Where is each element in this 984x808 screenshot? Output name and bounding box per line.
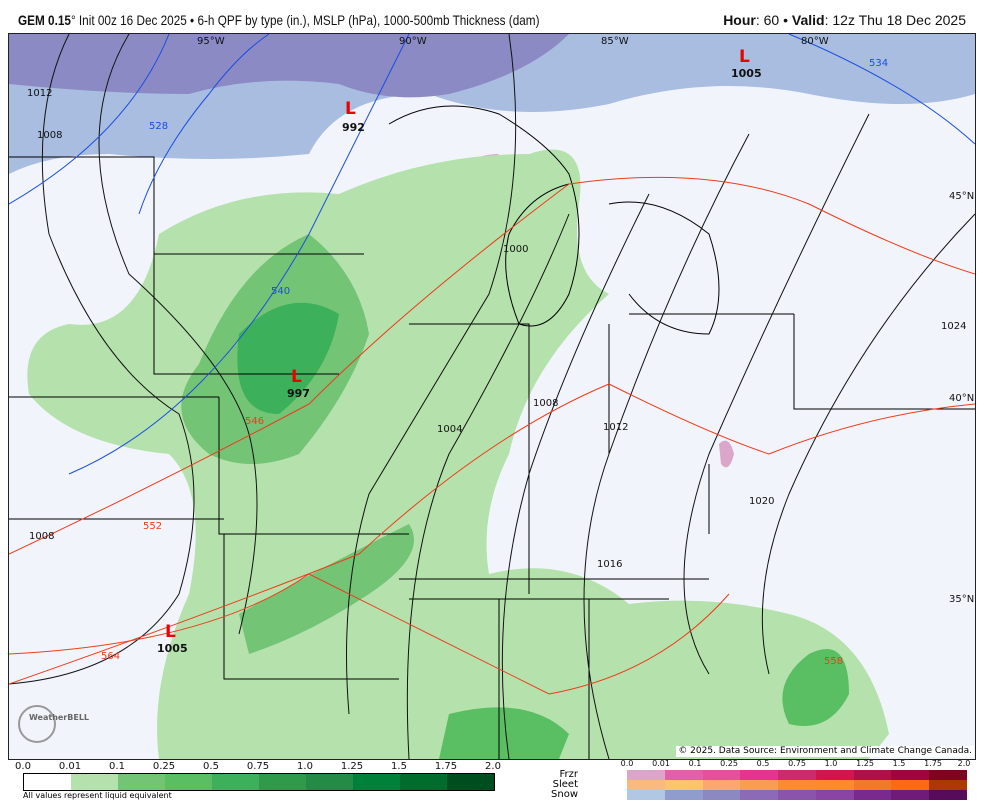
- ptype-color-swatch: [929, 780, 968, 790]
- ptype-color-swatch: [702, 770, 741, 780]
- rain-moderate: [239, 524, 414, 654]
- svg-text:558: 558: [824, 656, 843, 667]
- svg-text:534: 534: [869, 58, 888, 69]
- ptype-color-swatch: [815, 790, 854, 800]
- ptype-color-swatch: [702, 790, 741, 800]
- rain-heavy: [237, 302, 339, 414]
- ptype-color-swatch: [702, 780, 741, 790]
- svg-text:1012: 1012: [603, 422, 628, 433]
- low-symbol: L: [291, 367, 302, 387]
- svg-text:1020: 1020: [749, 496, 774, 507]
- ptype-color-swatch: [627, 790, 665, 800]
- svg-text:546: 546: [245, 416, 264, 427]
- state-borders: [9, 105, 975, 759]
- snow-colorbar: [627, 790, 968, 800]
- ptype-color-swatch: [778, 770, 816, 780]
- svg-text:WeatherBELL: WeatherBELL: [29, 713, 89, 722]
- low-pressure: 1005: [157, 642, 188, 655]
- rain-color-swatch: [259, 774, 306, 790]
- svg-text:1012: 1012: [27, 88, 52, 99]
- lat-label: 40°N: [949, 393, 974, 404]
- sleet-label: Sleet: [552, 779, 578, 790]
- heavy-snow-area: [9, 34, 569, 98]
- svg-text:564: 564: [101, 651, 120, 662]
- rain-colorbar: [23, 773, 495, 791]
- frzr-area: [719, 440, 734, 468]
- ptype-color-swatch: [891, 770, 930, 780]
- rain-color-swatch: [447, 774, 494, 790]
- rain-color-swatch: [306, 774, 353, 790]
- thickness-labels-red: 546 552 558 564: [101, 416, 843, 667]
- ptype-color-swatch: [929, 790, 968, 800]
- lon-label: 85°W: [601, 36, 629, 47]
- rain-color-swatch: [400, 774, 447, 790]
- svg-text:1004: 1004: [437, 424, 462, 435]
- sleet-colorbar: [627, 780, 968, 790]
- ptype-color-swatch: [929, 770, 968, 780]
- svg-text:540: 540: [271, 286, 290, 297]
- svg-text:552: 552: [143, 521, 162, 532]
- low-symbol: L: [165, 622, 176, 642]
- lat-label: 45°N: [949, 191, 974, 202]
- rain-color-swatch: [24, 774, 71, 790]
- lon-label: 80°W: [801, 36, 829, 47]
- ptype-color-swatch: [853, 790, 892, 800]
- lon-label: 90°W: [399, 36, 427, 47]
- low-pressure: 992: [342, 121, 365, 134]
- frzr-label: Frzr: [559, 769, 579, 780]
- ptype-color-swatch: [664, 790, 703, 800]
- ptype-color-swatch: [664, 770, 703, 780]
- ptype-color-swatch: [891, 790, 930, 800]
- ptype-color-swatch: [891, 780, 930, 790]
- map-title: GEM 0.15° Init 00z 16 Dec 2025 • 6-h QPF…: [18, 12, 540, 28]
- low-symbol: L: [345, 99, 356, 119]
- svg-text:1008: 1008: [37, 130, 62, 141]
- rain-color-swatch: [165, 774, 212, 790]
- svg-text:528: 528: [149, 121, 168, 132]
- low-symbol: L: [739, 47, 750, 67]
- ptype-color-swatch: [778, 790, 816, 800]
- thickness-552-564: [8, 176, 976, 695]
- ptype-color-swatch: [740, 790, 779, 800]
- ptype-color-swatch: [740, 770, 779, 780]
- isobar-labels: 1012 1008 1000 1004 1008 1012 1016 1020 1024…: [27, 88, 966, 570]
- lon-label: 95°W: [197, 36, 225, 47]
- rain-color-swatch: [212, 774, 259, 790]
- ptype-color-swatch: [815, 770, 854, 780]
- ptype-color-swatch: [853, 770, 892, 780]
- thickness-labels-blue: 534 528 540: [149, 58, 888, 297]
- ptype-color-swatch: [664, 780, 703, 790]
- rain-color-swatch: [353, 774, 400, 790]
- ptype-color-swatch: [853, 780, 892, 790]
- frzr-colorbar: [627, 770, 968, 780]
- svg-text:1000: 1000: [503, 244, 528, 255]
- svg-text:1016: 1016: [597, 559, 622, 570]
- svg-text:1008: 1008: [29, 531, 54, 542]
- rain-moderate: [439, 707, 569, 759]
- ptype-color-swatch: [815, 780, 854, 790]
- rain-color-swatch: [118, 774, 165, 790]
- svg-text:1024: 1024: [941, 321, 966, 332]
- rain-color-swatch: [71, 774, 118, 790]
- legend-note: All values represent liquid equivalent: [23, 791, 172, 800]
- low-pressure: 997: [287, 387, 310, 400]
- weatherbell-logo: WeatherBELL: [18, 705, 89, 743]
- svg-text:1008: 1008: [533, 398, 558, 409]
- ptype-color-swatch: [740, 780, 779, 790]
- valid-time: Hour: 60 • Valid: 12z Thu 18 Dec 2025: [723, 12, 966, 28]
- ptype-color-swatch: [627, 780, 665, 790]
- low-pressure: 1005: [731, 67, 762, 80]
- rain-moderate: [782, 649, 849, 726]
- lat-label: 35°N: [949, 594, 974, 605]
- copyright: © 2025. Data Source: Environment and Cli…: [676, 746, 974, 757]
- ptype-color-swatch: [627, 770, 665, 780]
- snow-label: Snow: [551, 789, 578, 800]
- ptype-color-swatch: [778, 780, 816, 790]
- weather-map: 95°W 90°W 85°W 80°W 45°N 40°N 35°N L 100…: [8, 33, 976, 760]
- thickness-534-546: [8, 33, 976, 475]
